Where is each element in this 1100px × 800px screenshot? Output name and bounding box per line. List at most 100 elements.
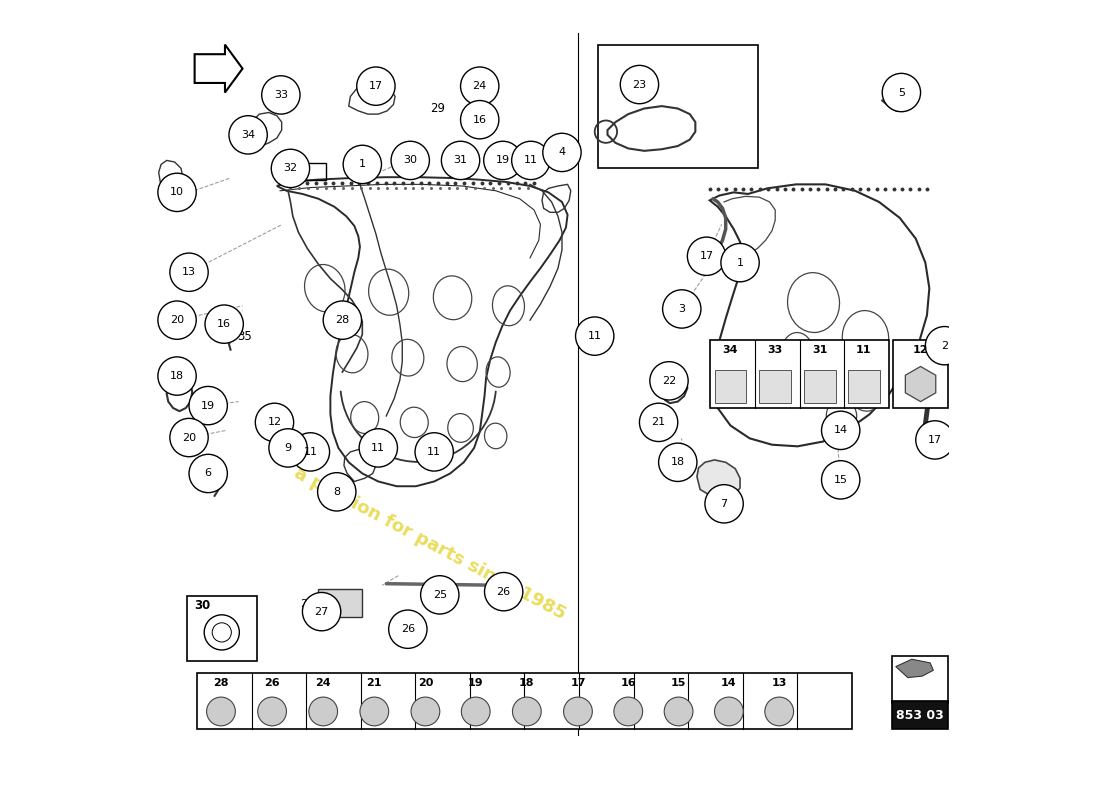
- Text: 15: 15: [671, 678, 686, 688]
- Circle shape: [158, 301, 196, 339]
- FancyBboxPatch shape: [710, 340, 890, 408]
- Text: 11: 11: [372, 443, 385, 453]
- Text: 14: 14: [722, 678, 737, 688]
- Circle shape: [705, 485, 744, 523]
- Text: 31: 31: [453, 155, 468, 166]
- Text: 11: 11: [856, 346, 871, 355]
- Text: 20: 20: [418, 678, 433, 688]
- Text: 12: 12: [913, 346, 928, 355]
- Circle shape: [356, 67, 395, 106]
- Text: 16: 16: [620, 678, 636, 688]
- Circle shape: [189, 386, 228, 425]
- Circle shape: [411, 697, 440, 726]
- Circle shape: [257, 697, 286, 726]
- Circle shape: [360, 697, 388, 726]
- Circle shape: [822, 461, 860, 499]
- Circle shape: [461, 101, 499, 139]
- FancyBboxPatch shape: [197, 673, 851, 729]
- Circle shape: [205, 305, 243, 343]
- Circle shape: [925, 326, 964, 365]
- Text: 12: 12: [267, 418, 282, 427]
- Text: 19: 19: [496, 155, 510, 166]
- Circle shape: [664, 697, 693, 726]
- Text: 26: 26: [400, 624, 415, 634]
- Circle shape: [575, 317, 614, 355]
- Text: 11: 11: [304, 447, 318, 457]
- Circle shape: [441, 142, 480, 179]
- FancyBboxPatch shape: [759, 370, 791, 403]
- Text: 853 03: 853 03: [895, 709, 944, 722]
- Text: 23: 23: [632, 79, 647, 90]
- Circle shape: [415, 433, 453, 471]
- Text: 2: 2: [940, 341, 948, 350]
- FancyBboxPatch shape: [715, 370, 747, 403]
- Circle shape: [169, 418, 208, 457]
- Text: 25: 25: [432, 590, 447, 600]
- Circle shape: [650, 362, 689, 400]
- Text: 9: 9: [302, 435, 310, 448]
- Circle shape: [542, 134, 581, 171]
- Circle shape: [461, 697, 491, 726]
- Circle shape: [343, 146, 382, 183]
- Text: 19: 19: [201, 401, 216, 410]
- Circle shape: [158, 357, 196, 395]
- Text: a passion for parts since 1985: a passion for parts since 1985: [292, 464, 569, 623]
- Circle shape: [323, 301, 362, 339]
- Circle shape: [512, 142, 550, 179]
- Text: 21: 21: [651, 418, 666, 427]
- Text: 17: 17: [368, 81, 383, 91]
- Text: 30: 30: [195, 598, 211, 612]
- Circle shape: [318, 473, 356, 511]
- Text: 10: 10: [170, 187, 184, 198]
- Text: 17: 17: [700, 251, 714, 262]
- Circle shape: [916, 421, 954, 459]
- FancyBboxPatch shape: [892, 701, 948, 729]
- Circle shape: [688, 237, 726, 275]
- Text: 33: 33: [274, 90, 288, 100]
- Text: 33: 33: [768, 346, 783, 355]
- Text: 11: 11: [587, 331, 602, 341]
- Text: 34: 34: [723, 346, 738, 355]
- Polygon shape: [895, 659, 933, 678]
- Text: 1: 1: [359, 159, 366, 170]
- Text: 21: 21: [366, 678, 382, 688]
- Text: 20: 20: [182, 433, 196, 442]
- Text: 17: 17: [928, 435, 942, 445]
- Text: 11: 11: [524, 155, 538, 166]
- Circle shape: [268, 429, 307, 467]
- Text: 30: 30: [404, 155, 417, 166]
- Text: 28: 28: [213, 678, 229, 688]
- Text: 29: 29: [430, 102, 446, 115]
- Text: 5: 5: [898, 87, 905, 98]
- Text: 18: 18: [519, 678, 535, 688]
- Circle shape: [659, 443, 697, 482]
- Circle shape: [207, 697, 235, 726]
- Text: 17: 17: [570, 678, 585, 688]
- Circle shape: [461, 67, 499, 106]
- Polygon shape: [697, 460, 740, 498]
- Text: 14: 14: [834, 426, 848, 435]
- Circle shape: [506, 584, 522, 600]
- FancyBboxPatch shape: [598, 45, 758, 169]
- Text: 26: 26: [496, 586, 510, 597]
- Circle shape: [639, 403, 678, 442]
- Text: 18: 18: [671, 458, 685, 467]
- Circle shape: [513, 697, 541, 726]
- Circle shape: [309, 697, 338, 726]
- Circle shape: [484, 142, 522, 179]
- Text: 1: 1: [737, 258, 744, 268]
- Text: 24: 24: [316, 678, 331, 688]
- Text: 22: 22: [662, 376, 676, 386]
- Text: 19: 19: [468, 678, 484, 688]
- FancyBboxPatch shape: [804, 370, 836, 403]
- Circle shape: [484, 573, 522, 611]
- Circle shape: [720, 243, 759, 282]
- Circle shape: [255, 403, 294, 442]
- Text: 35: 35: [238, 330, 252, 342]
- Text: 20: 20: [170, 315, 184, 325]
- Circle shape: [420, 576, 459, 614]
- Text: 13: 13: [771, 678, 786, 688]
- Text: 7: 7: [720, 499, 728, 509]
- FancyBboxPatch shape: [848, 370, 880, 403]
- Circle shape: [229, 116, 267, 154]
